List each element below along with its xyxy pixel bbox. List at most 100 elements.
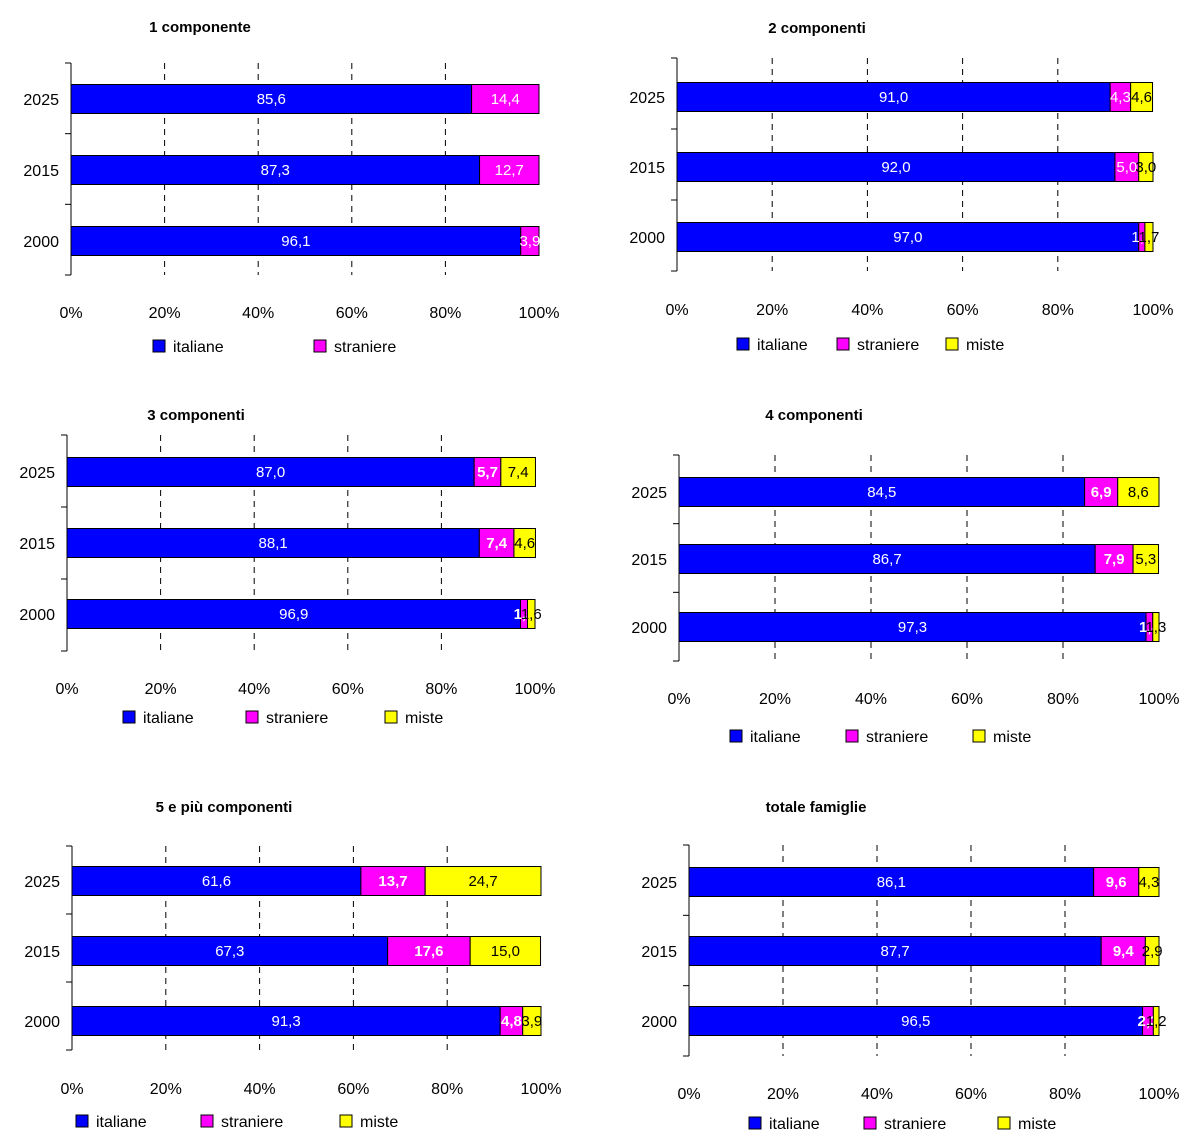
data-label: 86,7 [872,551,901,568]
x-tick-label: 80% [429,305,461,322]
bar-segment-italiane [678,544,1096,574]
data-label: 3,9 [521,1013,542,1030]
x-tick-label: 20% [150,1081,182,1098]
data-label: 4,6 [1131,89,1152,106]
x-tick-label: 100% [1133,302,1174,319]
data-label: 7,9 [1104,551,1125,568]
bar-segment-miste [1138,867,1160,897]
data-label: 5,0 [1116,159,1137,176]
x-tick-label: 40% [238,681,270,698]
x-tick-label: 60% [947,302,979,319]
legend-label-straniere: straniere [221,1114,283,1131]
x-tick-label: 40% [855,691,887,708]
category-label: 2025 [631,485,667,502]
data-label: 87,3 [261,162,290,179]
chart-panel-5: 5 e più componenti 0% 20% 40% 60% 80% 100% 2025… [24,799,561,1131]
data-label: 6,9 [1091,484,1112,501]
data-label: 88,1 [259,535,288,552]
legend-label-italiane: italiane [96,1114,147,1131]
x-tick-label: 100% [1139,1086,1180,1103]
x-tick-label: 60% [332,681,364,698]
data-label: 4,6 [514,535,535,552]
chart-title: 3 componenti [147,407,245,424]
legend-label-italiane: italiane [757,337,808,354]
data-label: 84,5 [867,484,896,501]
chart-panel-1: 1 componente 0% 20% 40% 60% 80% 100% 2025 85,6 14… [23,19,559,356]
bar-segment-straniere [520,226,540,256]
category-label: 2015 [24,944,60,961]
category-label: 2015 [641,944,677,961]
category-label: 2025 [23,92,59,109]
category-label: 2000 [23,234,59,251]
x-tick-label: 80% [1042,302,1074,319]
bar-segment-italiane [688,867,1095,897]
legend-swatch-miste [339,1114,353,1128]
legend-label-straniere: straniere [857,337,919,354]
bar-segment-miste [1144,222,1154,252]
data-label: 15,0 [491,943,520,960]
legend-swatch-italiane [736,337,750,351]
category-label: 2015 [19,536,55,553]
bar-segment-italiane [688,1006,1144,1036]
bar-segment-miste [1152,612,1160,642]
bar-segment-straniere [479,155,540,185]
chart-title: 1 componente [149,19,251,36]
category-label: 2015 [629,160,665,177]
category-label: 2000 [631,620,667,637]
data-label: 5,7 [477,464,498,481]
data-label: 97,0 [893,229,922,246]
legend-swatch-italiane [729,729,743,743]
bar-segment-miste [513,528,536,558]
category-label: 2015 [631,552,667,569]
x-tick-label: 0% [677,1086,700,1103]
bar-segment-italiane [66,599,521,629]
bar-segment-italiane [678,477,1086,507]
data-label: 7,4 [508,464,529,481]
x-tick-label: 0% [59,305,82,322]
legend-swatch-straniere [836,337,850,351]
bar-segment-italiane [676,82,1111,112]
data-label: 12,7 [495,162,524,179]
bar-segment-miste [500,457,536,487]
data-label: 5,3 [1135,551,1156,568]
x-tick-label: 0% [55,681,78,698]
legend-swatch-straniere [313,339,327,353]
data-label: 2,9 [1142,943,1163,960]
legend-label-miste: miste [993,729,1031,746]
data-label: 17,6 [414,943,443,960]
data-label: 86,1 [877,874,906,891]
legend-swatch-italiane [122,710,136,724]
data-label: 67,3 [215,943,244,960]
bar-segment-italiane [70,155,481,185]
data-label: 4,3 [1110,89,1131,106]
x-tick-label: 100% [1139,691,1180,708]
bar-segment-italiane [676,152,1116,182]
bar-segment-miste [469,936,542,966]
data-label: 91,3 [271,1013,300,1030]
data-label: 97,3 [898,619,927,636]
x-tick-label: 20% [145,681,177,698]
data-label: 3,0 [1135,159,1156,176]
category-label: 2025 [19,465,55,482]
x-tick-label: 20% [767,1086,799,1103]
legend-label-italiane: italiane [173,339,224,356]
x-tick-label: 20% [149,305,181,322]
x-tick-label: 80% [425,681,457,698]
category-label: 2000 [641,1014,677,1031]
legend-swatch-italiane [748,1116,762,1130]
bar-segment-miste [1138,152,1154,182]
data-label: 8,6 [1128,484,1149,501]
legend-label-miste: miste [360,1114,398,1131]
bar-segment-miste [1117,477,1160,507]
category-label: 2000 [629,230,665,247]
legend-swatch-italiane [75,1114,89,1128]
data-label: 1,3 [1145,619,1166,636]
data-label: 61,6 [202,873,231,890]
legend-label-italiane: italiane [750,729,801,746]
data-label: 91,0 [879,89,908,106]
legend-swatch-miste [997,1116,1011,1130]
category-label: 2015 [23,163,59,180]
chart-title: totale famiglie [766,799,867,816]
category-label: 2000 [24,1014,60,1031]
